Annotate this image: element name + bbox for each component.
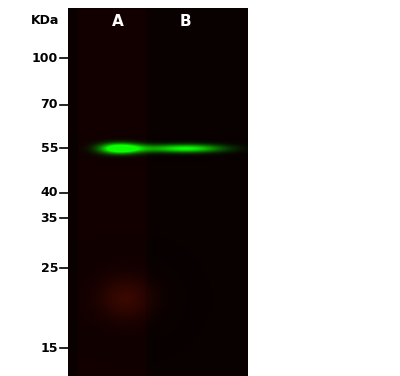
Bar: [78, 8, 146, 376]
Text: 40: 40: [40, 186, 58, 200]
Text: 55: 55: [40, 141, 58, 155]
Text: A: A: [112, 14, 124, 29]
Text: B: B: [179, 14, 191, 29]
Text: KDa: KDa: [31, 14, 59, 27]
Text: 35: 35: [41, 211, 58, 224]
Text: 100: 100: [32, 52, 58, 65]
Bar: [152, 8, 242, 376]
Text: 70: 70: [40, 99, 58, 112]
Bar: [68, 8, 248, 376]
Text: 15: 15: [40, 341, 58, 355]
Text: 25: 25: [40, 261, 58, 274]
